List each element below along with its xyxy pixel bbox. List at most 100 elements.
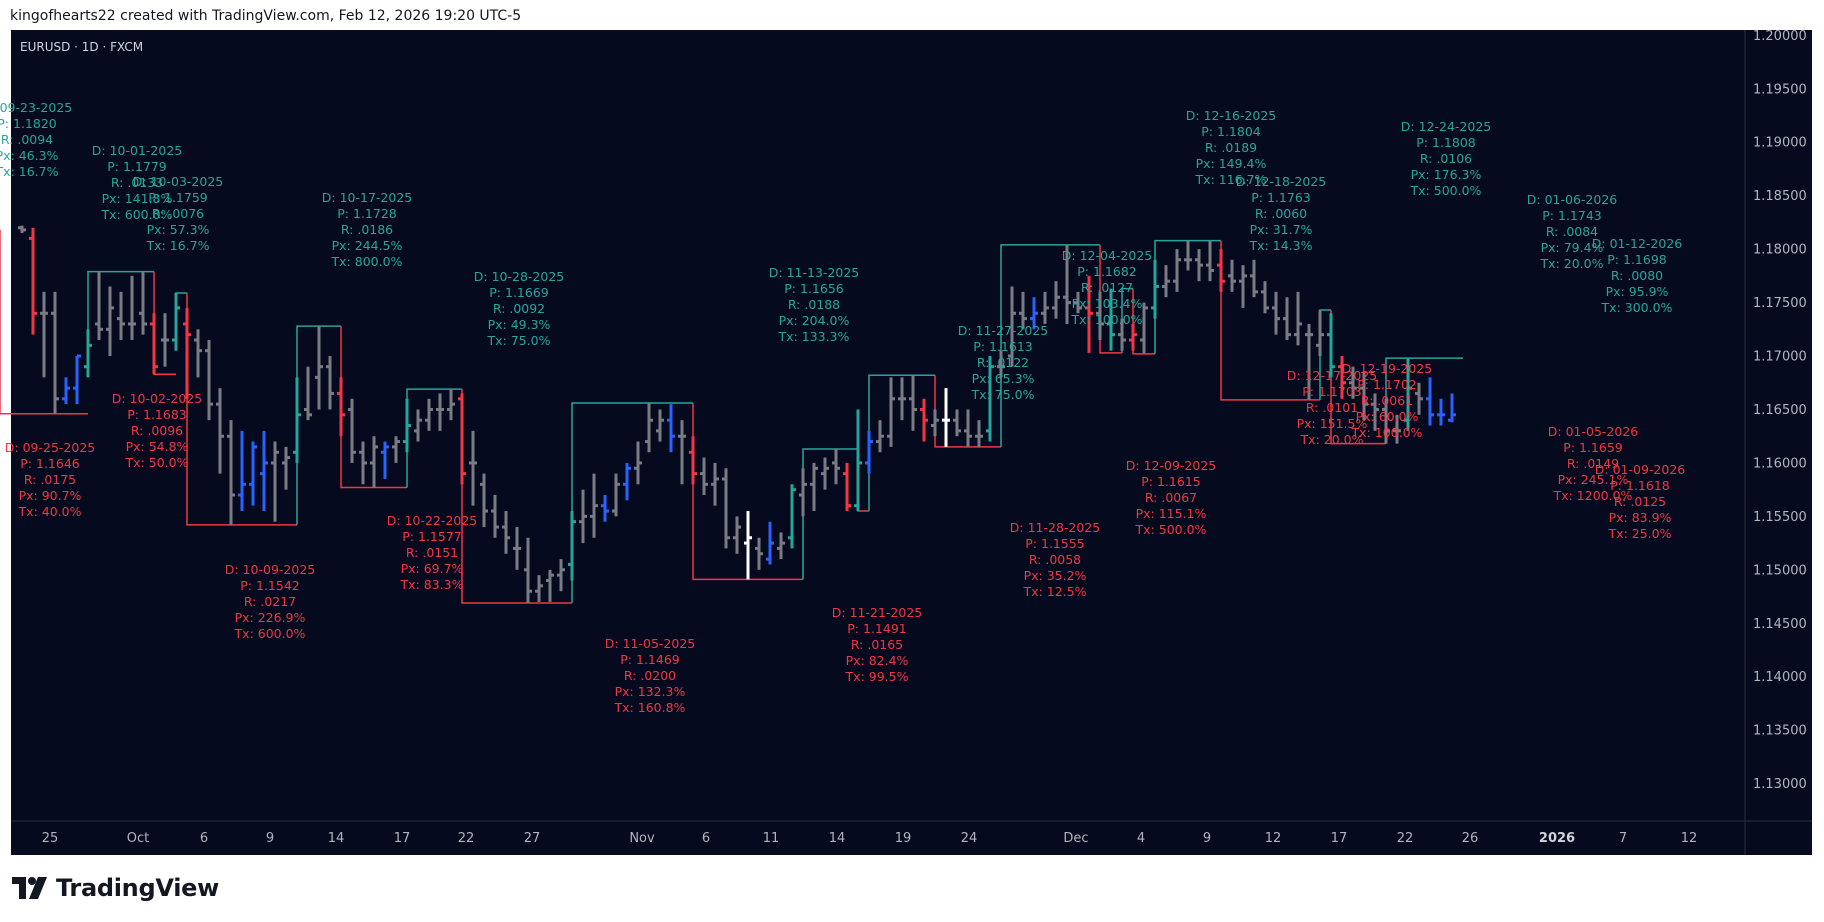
ohlc-bar [216,388,224,474]
ohlc-bar [1107,288,1115,351]
annotation-line: P: 1.1542 [240,578,299,593]
annotation-line: Tx: 116.7% [1195,172,1267,187]
ohlc-bar [524,537,532,603]
annotation-line: Px: 49.3% [488,317,551,332]
annotation-line: R: .0189 [1205,140,1257,155]
price-axis-label: 1.16500 [1753,403,1807,418]
annotation-line: R: .0084 [1546,224,1598,239]
annotation-line: D: 09-25-2025 [5,440,95,455]
annotation-line: Tx: 600.0% [101,207,173,222]
annotation-line: D: 12-19-2025 [1342,361,1432,376]
price-axis-label: 1.17000 [1753,350,1807,365]
swing-box-down [1099,244,1122,354]
ohlc-bar [997,350,1005,378]
ohlc-bar [656,409,664,442]
time-axis-label: 7 [1619,831,1627,846]
time-axis-label: 11 [763,831,780,846]
time-axis-label: 22 [1397,831,1414,846]
swing-box-up [87,270,154,346]
swing-annotation-high: D: 12-24-2025 P: 1.1808 R: .0106 Px: 176.3%… [1401,119,1491,198]
annotation-line: Tx: 160.8% [614,700,686,715]
ohlc-bar [1228,259,1236,292]
annotation-line: Px: 79.4% [1541,240,1604,255]
ohlc-bar [601,494,609,522]
ohlc-bar [887,377,895,447]
annotation-line: P: 1.1683 [127,407,186,422]
ohlc-bar [326,356,334,410]
ohlc-bar [425,398,433,431]
ohlc-bar [348,398,356,463]
annotation-line: Tx: 20.0% [1300,432,1364,447]
annotation-line: R: .0188 [788,297,840,312]
swing-box-down [1132,288,1155,355]
ohlc-bar [1085,275,1093,353]
annotation-line: R: .0058 [1029,552,1081,567]
annotation-line: Tx: 25.0% [1608,526,1672,541]
price-axis-background [1745,30,1812,855]
annotation-line: Px: 141.8% [102,191,173,206]
ohlc-bar [975,420,983,447]
annotation-line: Tx: 500.0% [1135,522,1207,537]
time-axis-label: 14 [829,831,846,846]
ohlc-bar [282,446,290,490]
ohlc-bar [689,436,697,485]
annotation-line: R: .0106 [1420,151,1472,166]
price-axis-label: 1.15500 [1753,510,1807,525]
price-axis-label: 1.13000 [1753,777,1807,792]
annotation-line: D: 12-18-2025 [1236,174,1326,189]
ohlc-bar [755,537,763,570]
ohlc-bar [986,356,994,442]
plot-background [11,30,1812,855]
annotation-line: R: .0076 [152,206,204,221]
ohlc-bar [447,389,455,421]
time-axis[interactable]: 25 Oct 6 9 14 17 22 27 Nov 6 11 14 19 24 Dec 4 9 12 17 22 26… [42,831,1698,846]
tradingview-wordmark: TradingView [56,874,219,902]
ohlc-bar [612,473,620,517]
annotation-line: D: 01-05-2026 [1548,424,1639,439]
time-axis-label: 25 [42,831,59,846]
annotation-line: D: 10-28-2025 [474,269,564,284]
annotation-line: Tx: 50.0% [125,455,189,470]
time-axis-label: Nov [629,831,655,846]
ohlc-bar [953,409,961,437]
annotation-line: D: 10-01-2025 [92,143,182,158]
ohlc-bar [238,430,246,512]
annotation-line: P: 1.1698 [1607,252,1667,267]
annotation-line: D: 11-13-2025 [769,265,859,280]
ohlc-bar [414,409,422,442]
annotation-line: D: 11-28-2025 [1010,520,1100,535]
swing-annotation-low: D: 01-05-2026 P: 1.1659 R: .0149 Px: 245.1%… [1548,424,1639,503]
swing-box-down [1220,240,1320,401]
swing-annotation-high: D: 11-13-2025 P: 1.1656 R: .0188 Px: 204.0%… [769,265,859,344]
ohlc-bar [777,532,785,560]
annotation-line: Tx: 99.5% [845,669,909,684]
ohlc-bar [1129,323,1137,351]
swing-annotation-high: D: 12-18-2025 P: 1.1763 R: .0060 Px: 31.7% T… [1236,174,1326,253]
annotation-line: P: 1.1615 [1141,474,1200,489]
ohlc-bar [183,307,191,399]
annotation-line: Tx: 600.0% [234,626,306,641]
ohlc-bar [1162,265,1170,298]
price-axis-label: 1.19500 [1753,82,1807,97]
price-axis[interactable]: 1.20000 1.19500 1.19000 1.18500 1.18000 1.175… [1753,29,1807,792]
ohlc-bar [1140,302,1148,354]
annotation-line: R: .0200 [624,668,676,683]
swing-annotation-high: D: 11-27-2025 P: 1.1613 R: .0122 Px: 65.3% T… [958,323,1048,402]
ohlc-bar [1195,249,1203,282]
annotation-line: R: .0094 [1,132,53,147]
ohlc-bar [942,388,950,447]
tradingview-brand: TradingView [12,874,219,902]
annotation-line: R: .0060 [1255,206,1307,221]
ohlc-bar [480,473,488,528]
ohlc-bar [590,473,598,538]
ohlc-bar [1371,393,1379,431]
annotation-line: Px: 115.1% [1136,506,1207,521]
ohlc-bar [1184,240,1192,271]
ohlc-bar [271,441,279,522]
swing-annotation-low: D: 10-09-2025 P: 1.1542 R: .0217 Px: 226.9%… [225,562,315,641]
ohlc-bar [909,375,917,431]
time-axis-label: 14 [328,831,345,846]
annotation-line: R: .0217 [244,594,296,609]
